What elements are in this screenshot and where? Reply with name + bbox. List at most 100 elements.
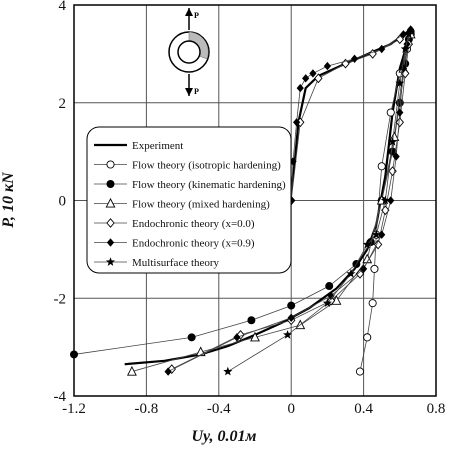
y-tick-label: -4 bbox=[54, 389, 67, 405]
legend-item: Flow theory (isotropic hardening) bbox=[94, 160, 281, 172]
legend-item: Flow theory (mixed hardening) bbox=[94, 197, 270, 211]
data-point bbox=[327, 291, 335, 301]
data-point bbox=[378, 230, 386, 239]
data-point bbox=[287, 313, 295, 322]
data-point bbox=[380, 195, 390, 205]
series-line bbox=[290, 38, 400, 201]
x-tick-label: -0.8 bbox=[135, 401, 159, 417]
data-point bbox=[350, 54, 359, 63]
data-point bbox=[233, 333, 241, 342]
legend-item: Endochronic theory (x=0.9) bbox=[94, 238, 255, 250]
legend-label: Flow theory (kinematic hardening) bbox=[132, 179, 286, 191]
series-6 bbox=[223, 29, 414, 376]
data-point bbox=[407, 25, 415, 34]
data-point bbox=[396, 108, 404, 117]
data-point bbox=[373, 239, 383, 250]
data-point bbox=[395, 78, 405, 88]
data-point bbox=[388, 147, 397, 156]
x-tick-labels: -1.2 -0.8 -0.4 0 0.4 0.8 bbox=[62, 401, 445, 417]
legend: Experiment Flow theory (isotropic hardeni… bbox=[86, 126, 292, 274]
data-point bbox=[325, 282, 334, 291]
x-tick-label: 0.4 bbox=[354, 401, 373, 417]
data-point bbox=[355, 367, 365, 376]
legend-item: Flow theory (kinematic hardening) bbox=[94, 179, 286, 191]
data-point bbox=[378, 44, 386, 54]
y-axis-label: P, 10 кN bbox=[0, 171, 17, 229]
data-point bbox=[323, 61, 331, 71]
legend-item: Endochronic theory (x=0.0) bbox=[94, 218, 255, 230]
legend-marker bbox=[106, 180, 115, 188]
y-tick-label: 0 bbox=[59, 194, 67, 210]
series-line bbox=[290, 33, 404, 201]
data-point bbox=[126, 365, 137, 376]
y-tick-label: 2 bbox=[59, 96, 67, 112]
data-point bbox=[395, 117, 404, 128]
data-point bbox=[377, 162, 386, 171]
x-tick-label: 0 bbox=[287, 401, 295, 417]
legend-label: Flow theory (mixed hardening) bbox=[132, 199, 270, 211]
x-tick-label: -0.4 bbox=[207, 401, 231, 417]
data-point bbox=[371, 229, 381, 239]
data-point bbox=[293, 118, 301, 127]
series-5 bbox=[164, 25, 415, 376]
data-point bbox=[403, 39, 411, 49]
legend-marker bbox=[106, 160, 115, 169]
series-line bbox=[131, 34, 412, 372]
legend-label: Multisurface theory bbox=[132, 257, 220, 269]
data-point bbox=[296, 83, 304, 93]
data-point bbox=[309, 69, 317, 78]
legend-item: Experiment bbox=[94, 140, 183, 152]
data-point bbox=[386, 108, 395, 117]
data-point bbox=[387, 196, 395, 205]
data-point bbox=[370, 264, 379, 273]
data-point bbox=[363, 333, 372, 342]
legend-item: Multisurface theory bbox=[94, 257, 220, 269]
legend-label: Flow theory (isotropic hardening) bbox=[132, 160, 281, 172]
svg-text:P: P bbox=[194, 11, 199, 20]
data-point bbox=[400, 44, 410, 53]
data-point bbox=[360, 264, 368, 274]
legend-box bbox=[86, 126, 292, 274]
y-tick-label: 4 bbox=[59, 0, 67, 14]
data-point bbox=[322, 298, 332, 307]
data-point bbox=[289, 157, 297, 166]
legend-label: Endochronic theory (x=0.0) bbox=[132, 218, 255, 230]
series-0 bbox=[124, 26, 413, 366]
data-point bbox=[187, 333, 196, 342]
legend-marker bbox=[106, 218, 115, 228]
data-point bbox=[247, 316, 256, 325]
data-point bbox=[70, 350, 78, 359]
data-point bbox=[399, 30, 408, 39]
series-layer bbox=[70, 25, 416, 376]
data-point bbox=[355, 268, 365, 279]
data-point bbox=[287, 301, 296, 310]
data-point bbox=[399, 64, 408, 73]
legend-label: Experiment bbox=[132, 140, 183, 152]
legend-marker bbox=[105, 257, 116, 266]
data-point bbox=[368, 299, 377, 308]
data-point bbox=[362, 239, 372, 249]
data-point bbox=[250, 331, 260, 342]
series-line bbox=[167, 29, 412, 372]
data-point bbox=[302, 74, 310, 83]
y-tick-labels: 4 2 0 -2 -4 bbox=[54, 0, 67, 405]
data-point bbox=[164, 367, 172, 376]
data-point bbox=[392, 152, 400, 161]
legend-marker bbox=[105, 197, 116, 208]
x-tick-label: 0.8 bbox=[427, 401, 446, 417]
legend-marker bbox=[106, 238, 115, 247]
specimen-schematic-icon: P P bbox=[168, 8, 210, 96]
data-point bbox=[388, 137, 398, 146]
x-axis-label: Uy, 0.01м bbox=[191, 428, 256, 445]
data-point bbox=[395, 34, 404, 45]
data-point bbox=[404, 29, 414, 39]
series-line bbox=[124, 26, 413, 366]
y-tick-label: -2 bbox=[54, 291, 67, 307]
data-point bbox=[368, 48, 377, 59]
plot-frame bbox=[73, 4, 437, 397]
data-point bbox=[223, 366, 233, 376]
legend-label: Endochronic theory (x=0.9) bbox=[132, 238, 255, 250]
data-point bbox=[346, 269, 356, 278]
data-point bbox=[314, 73, 323, 84]
